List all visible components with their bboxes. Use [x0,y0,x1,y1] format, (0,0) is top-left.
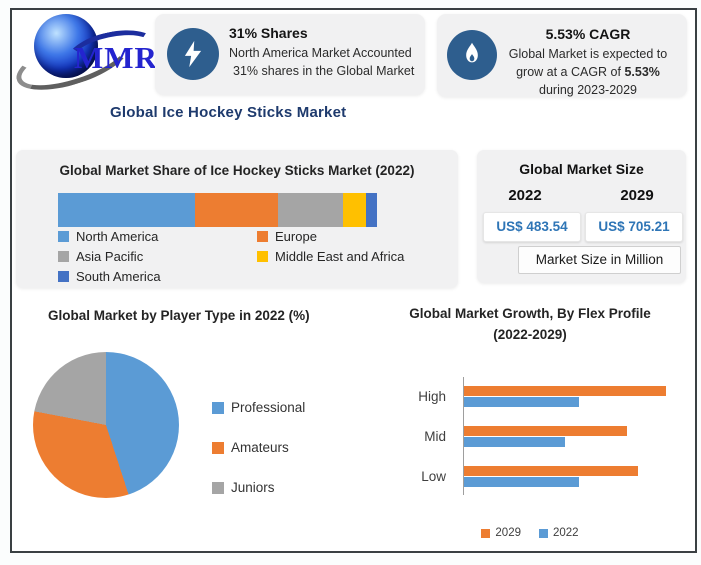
market-size-title: Global Market Size [519,161,644,177]
stat-card-cagr-title: 5.53% CAGR [545,26,631,42]
bar-segment-europe [195,193,279,227]
market-size-year-2022: 2022 [508,187,542,204]
legend-item-asia-pacific: Asia Pacific [58,249,257,264]
legend-label-europe: Europe [275,229,317,244]
mmr-logo: MMR [10,12,162,102]
legend-label-asia-pacific: Asia Pacific [76,249,144,264]
stat-card-cagr-line2: grow at a CAGR of 5.53% [516,65,660,79]
bar-segment-middle-east-and-africa [343,193,366,227]
legend-label-2029: 2029 [495,527,521,539]
region-share-stacked-bar [58,193,377,227]
legend-label-north-america: North America [76,229,159,244]
region-share-panel: Global Market Share of Ice Hockey Sticks… [16,150,458,288]
legend-label-middle-east-and-africa: Middle East and Africa [275,249,405,264]
flex-category-low: Low [421,469,446,484]
legend-item-professional: Professional [212,400,305,415]
market-size-panel: Global Market Size 2022 2029 US$ 483.54 … [477,150,686,283]
region-share-chart-title: Global Market Share of Ice Hockey Sticks… [59,163,415,178]
flame-icon [447,30,497,80]
stat-card-shares-title: 31% Shares [229,25,308,41]
market-size-value-2022: US$ 483.54 [483,212,581,242]
hbar-mid-2022 [464,437,565,447]
flex-category-high: High [418,389,446,404]
legend-item-2022: 2022 [539,527,579,539]
legend-swatch-middle-east-and-africa [257,251,268,262]
legend-swatch-amateurs [212,441,224,454]
legend-item-middle-east-and-africa: Middle East and Africa [257,249,434,264]
flex-profile-bar-plot [464,377,686,495]
legend-item-amateurs: Amateurs [212,440,305,455]
legend-label-juniors: Juniors [231,480,275,495]
bar-segment-south-america [365,193,377,227]
logo-text: MMR [74,40,158,75]
hbar-high-2029 [464,386,666,396]
legend-swatch-2029 [481,528,491,538]
legend-label-professional: Professional [231,400,306,415]
stat-card-shares-line1: North America Market Accounted [229,46,412,60]
legend-item-europe: Europe [257,229,434,244]
legend-item-2029: 2029 [481,527,521,539]
player-type-chart-title: Global Market by Player Type in 2022 (%) [48,308,310,323]
stat-card-cagr-line1: Global Market is expected to [508,47,668,61]
hbar-mid-2029 [464,426,628,436]
legend-swatch-juniors [212,481,224,494]
stat-card-shares: 31% Shares North America Market Accounte… [155,14,425,95]
legend-label-amateurs: Amateurs [231,440,289,455]
flex-category-mid: Mid [424,429,446,444]
bar-segment-asia-pacific [278,193,344,227]
legend-label-2022: 2022 [553,527,579,539]
legend-swatch-professional [212,401,224,414]
market-size-value-2029: US$ 705.21 [585,212,683,242]
legend-item-south-america: South America [58,269,257,284]
hbar-low-2029 [464,466,638,476]
page-title: Global Ice Hockey Sticks Market [110,104,347,121]
hbar-high-2022 [464,397,580,407]
globe-icon [34,14,98,78]
legend-swatch-asia-pacific [58,251,69,262]
stat-card-shares-line2: 31% shares in the Global Market [233,64,415,78]
flex-profile-category-labels: High Mid Low [396,378,452,495]
legend-label-south-america: South America [76,269,161,284]
flex-profile-legend: 2029 2022 [430,527,630,539]
player-type-pie-chart [33,352,179,498]
region-share-legend: North America Europe Asia Pacific Middle Ea… [58,229,434,284]
legend-swatch-2022 [539,528,548,538]
legend-item-north-america: North America [58,229,257,244]
bar-segment-north-america [58,193,196,227]
legend-swatch-europe [257,231,268,242]
market-size-note: Market Size in Million [518,246,681,274]
lightning-icon [167,28,219,80]
stat-card-cagr: 5.53% CAGR Global Market is expected to … [437,14,687,97]
flex-profile-chart-subtitle: (2022-2029) [493,327,567,342]
market-size-year-2029: 2029 [620,187,654,204]
legend-swatch-south-america [58,271,69,282]
stat-card-cagr-line3: during 2023-2029 [539,83,637,97]
hbar-low-2022 [464,477,580,487]
legend-swatch-north-america [58,231,69,242]
flex-profile-y-axis [463,377,464,495]
flex-profile-chart-title: Global Market Growth, By Flex Profile [409,306,651,321]
player-type-legend: Professional Amateurs Juniors [212,400,305,520]
legend-item-juniors: Juniors [212,480,305,495]
